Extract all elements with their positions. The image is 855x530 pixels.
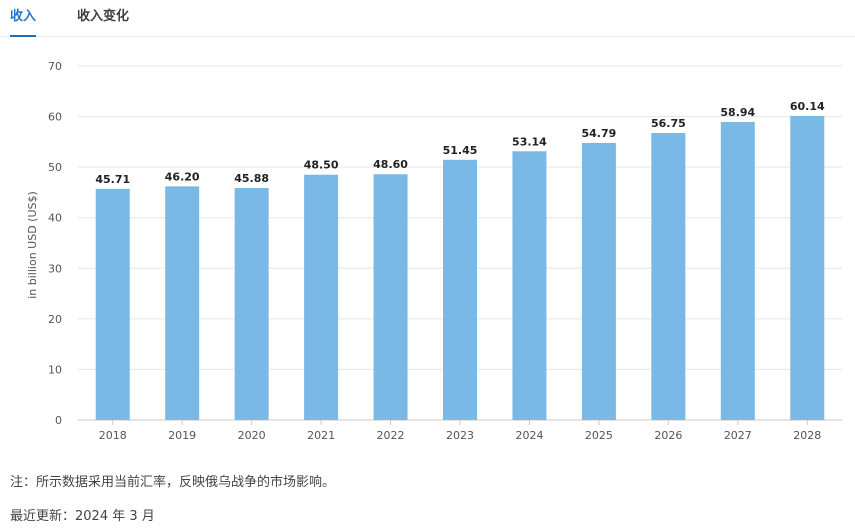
bar-2018[interactable] [95, 188, 130, 420]
x-tick-label: 2021 [307, 429, 335, 442]
y-tick-label: 40 [48, 212, 62, 225]
tab-bar: 收入 收入变化 [0, 0, 855, 37]
tab-revenue-change[interactable]: 收入变化 [77, 9, 130, 24]
bar-2020[interactable] [234, 187, 269, 420]
footnote: 注：所示数据采用当前汇率，反映俄乌战争的市场影响。 [10, 475, 336, 490]
bar-2021[interactable] [304, 174, 339, 420]
bar-2024[interactable] [512, 151, 547, 420]
x-tick-label: 2019 [168, 429, 196, 442]
x-tick-label: 2022 [377, 429, 405, 442]
last-updated: 最近更新：2024 年 3 月 [10, 509, 155, 524]
tab-revenue[interactable]: 收入 [10, 5, 36, 37]
y-axis-title: in billion USD (US$) [26, 191, 39, 299]
y-tick-label: 30 [48, 262, 62, 275]
x-axis-ticks: 2018 2019 2020 2021 2022 2023 2024 2025 2026 2027… [99, 420, 821, 442]
x-tick-label: 2026 [654, 429, 682, 442]
y-tick-label: 0 [55, 414, 62, 427]
bar-2025[interactable] [581, 142, 616, 421]
data-label-2025: 54.79 [582, 127, 617, 140]
chart-canvas: 0 10 20 30 40 50 60 70 45.71 46.20 45.88 48.50 48.6… [26, 60, 842, 442]
x-tick-label: 2020 [238, 429, 266, 442]
bar-2023[interactable] [443, 159, 477, 420]
x-tick-label: 2024 [515, 429, 543, 442]
bar-2026[interactable] [651, 133, 686, 420]
x-tick-label: 2028 [793, 429, 821, 442]
x-tick-label: 2025 [585, 429, 613, 442]
data-label-2021: 48.50 [304, 159, 339, 172]
data-label-2019: 46.20 [165, 170, 200, 183]
bar-2027[interactable] [720, 121, 755, 420]
y-axis-ticks: 0 10 20 30 40 50 60 70 [48, 60, 62, 427]
data-label-2018: 45.71 [95, 173, 130, 186]
data-label-2026: 56.75 [651, 117, 686, 130]
y-tick-label: 70 [48, 60, 62, 73]
bar-2028[interactable] [790, 115, 825, 420]
x-tick-label: 2018 [99, 429, 127, 442]
bars [95, 115, 825, 421]
data-label-2027: 58.94 [720, 106, 755, 119]
y-tick-label: 60 [48, 111, 62, 124]
y-tick-label: 20 [48, 313, 62, 326]
y-tick-label: 50 [48, 161, 62, 174]
data-label-2028: 60.14 [790, 100, 825, 113]
y-tick-label: 10 [48, 363, 62, 376]
data-label-2020: 45.88 [234, 172, 269, 185]
data-label-2023: 51.45 [443, 144, 478, 157]
bar-2022[interactable] [373, 174, 408, 420]
data-labels: 45.71 46.20 45.88 48.50 48.60 51.45 53.14 54.79… [95, 100, 825, 186]
x-tick-label: 2023 [446, 429, 474, 442]
bar-2019[interactable] [165, 186, 200, 420]
revenue-bar-chart: 0 10 20 30 40 50 60 70 45.71 46.20 45.88 48.50 48.6… [0, 40, 855, 450]
data-label-2024: 53.14 [512, 135, 547, 148]
x-tick-label: 2027 [724, 429, 752, 442]
data-label-2022: 48.60 [373, 158, 408, 171]
